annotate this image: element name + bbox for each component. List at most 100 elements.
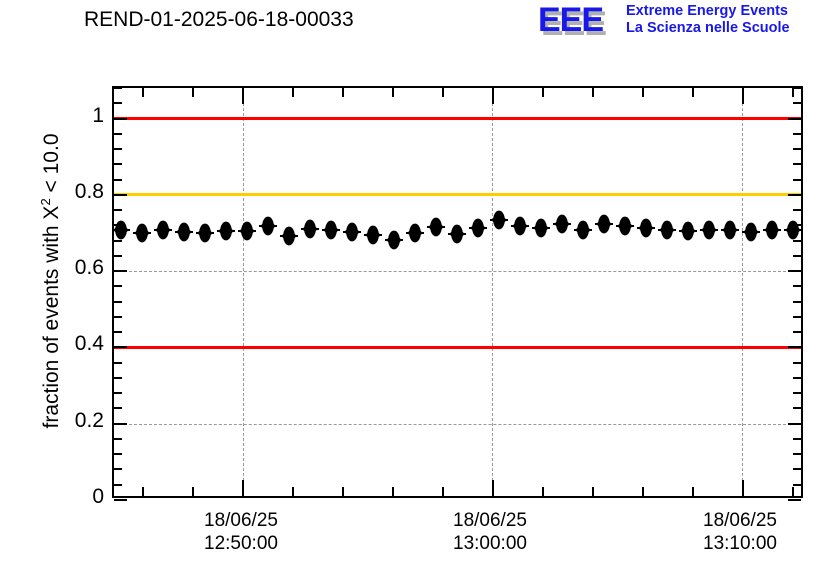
y-axis-tick-left <box>114 315 122 318</box>
y-axis-tick-label: 0.4 <box>74 332 104 356</box>
x-axis-tick-bottom <box>342 487 344 496</box>
y-axis-tick-right <box>793 285 801 288</box>
y-axis-tick-left <box>114 300 122 303</box>
data-point-marker <box>134 225 150 241</box>
data-point-marker <box>344 224 360 240</box>
x-axis-tick-label-date: 18/06/25 <box>204 510 278 531</box>
y-axis-tick-left <box>114 361 122 364</box>
plot-area <box>112 86 803 501</box>
y-axis-tick-left <box>114 422 127 425</box>
y-axis-label-exponent: 2 <box>38 198 53 206</box>
y-axis-tick-left <box>114 87 122 89</box>
data-point-marker <box>680 223 696 239</box>
y-axis-tick-left <box>114 407 122 410</box>
x-axis-tick-label: 18/06/25 13:00:00 <box>430 509 550 555</box>
y-axis-tick-left <box>114 392 122 395</box>
x-axis-tick-top <box>292 88 294 97</box>
eee-logo-text: Extreme Energy Events La Scienza nelle S… <box>626 3 790 37</box>
x-axis-tick-label-time: 13:00:00 <box>453 533 527 554</box>
data-point-marker <box>218 223 234 239</box>
data-point-marker <box>155 221 171 238</box>
data-point-marker <box>197 225 213 241</box>
y-axis-tick-right <box>793 376 801 379</box>
y-axis-tick-right <box>788 422 801 425</box>
data-point-marker <box>386 232 402 248</box>
x-axis-tick-bottom <box>592 487 594 496</box>
data-point-marker <box>239 222 255 239</box>
y-axis-tick-label: 0 <box>92 485 104 508</box>
reference-line-lower-red-limit <box>114 345 801 349</box>
data-point-marker <box>323 222 339 238</box>
eee-logo-mark: EEE <box>538 1 604 39</box>
x-axis-tick-label: 18/06/25 13:10:00 <box>680 509 800 555</box>
data-point-marker <box>638 220 654 237</box>
y-axis-tick-right <box>793 392 801 395</box>
data-point-marker <box>596 216 612 232</box>
x-axis-tick-top <box>642 88 644 97</box>
y-axis-tick-right <box>793 331 801 334</box>
data-point-marker <box>743 224 759 240</box>
x-axis-tick-label-time: 13:10:00 <box>703 533 777 554</box>
y-axis-tick-right <box>793 254 801 257</box>
y-axis-tick-label: 0.8 <box>74 179 104 203</box>
data-point-marker <box>617 218 633 234</box>
y-axis-tick-right <box>793 407 801 410</box>
y-axis-tick-right <box>793 132 801 135</box>
y-axis-tick-left <box>114 483 122 486</box>
y-axis-tick-right <box>793 453 801 456</box>
y-axis-tick-right <box>788 499 801 501</box>
y-axis-tick-left <box>114 117 127 120</box>
data-point-marker <box>365 227 381 243</box>
y-axis-tick-left <box>114 499 127 501</box>
data-point-marker <box>554 216 570 232</box>
y-axis-tick-left <box>114 132 122 135</box>
data-point-marker <box>407 225 423 241</box>
gridline-vertical <box>742 88 743 496</box>
x-axis-tick-top <box>242 88 244 104</box>
x-axis-tick-label: 18/06/25 12:50:00 <box>181 509 301 555</box>
x-axis-tick-top <box>392 88 394 97</box>
x-axis-tick-top <box>742 88 744 104</box>
gridline-horizontal <box>114 271 801 273</box>
x-axis-tick-bottom <box>792 487 794 496</box>
data-point-marker <box>512 217 528 234</box>
x-axis-tick-bottom <box>492 480 494 496</box>
x-axis-tick-bottom <box>142 487 144 496</box>
y-axis-tick-right <box>793 87 801 89</box>
data-point-marker <box>302 221 318 237</box>
y-axis-tick-left <box>114 209 122 212</box>
x-axis-tick-bottom <box>542 487 544 496</box>
y-axis-tick-right <box>788 270 801 273</box>
data-point-marker <box>281 227 297 244</box>
y-axis-tick-right <box>793 468 801 471</box>
y-axis-tick-left <box>114 468 122 471</box>
y-axis-tick-left <box>114 178 122 181</box>
y-axis-tick-left <box>114 453 122 456</box>
x-axis-tick-top <box>142 88 144 97</box>
x-axis-tick-top <box>192 88 194 97</box>
y-axis-tick-right <box>793 437 801 440</box>
y-axis-tick-right <box>788 346 801 349</box>
data-point-marker <box>533 219 549 236</box>
y-axis-tick-left <box>114 163 122 166</box>
y-axis-tick-left <box>114 331 122 334</box>
y-axis-tick-right <box>793 300 801 303</box>
x-axis-tick-bottom <box>442 487 444 496</box>
eee-logo-line1: Extreme Energy Events <box>626 3 788 19</box>
y-axis-tick-left <box>114 346 127 349</box>
data-point-marker <box>722 222 738 239</box>
x-axis-tick-bottom <box>692 487 694 496</box>
y-axis-tick-right <box>793 102 801 105</box>
y-axis-tick-left <box>114 102 122 105</box>
x-axis-tick-bottom <box>392 487 394 496</box>
x-axis-tick-top <box>592 88 594 97</box>
y-axis-tick-right <box>793 361 801 364</box>
data-point-marker <box>764 222 780 239</box>
x-axis-tick-bottom <box>642 487 644 496</box>
y-axis-tick-right <box>793 163 801 166</box>
data-point-marker <box>449 226 465 242</box>
x-axis-tick-bottom <box>242 480 244 496</box>
y-axis-tick-left <box>114 285 122 288</box>
data-point-marker <box>428 219 444 235</box>
